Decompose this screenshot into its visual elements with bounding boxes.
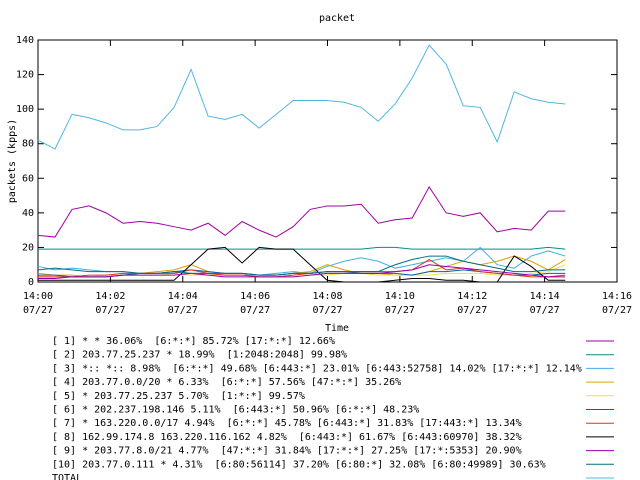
series-line bbox=[37, 44, 566, 150]
legend-label: [ 4] 203.77.0.0/20 * 6.33% [6:*:*] 57.56… bbox=[52, 377, 401, 388]
x-tick-label: 14:02 bbox=[95, 291, 125, 302]
x-tick-label: 14:08 bbox=[312, 291, 342, 302]
legend-label: [ 8] 162.99.174.8 163.220.116.162 4.82% … bbox=[52, 432, 522, 443]
x-tick-label: 14:12 bbox=[457, 291, 487, 302]
x-tick-label: 14:04 bbox=[168, 291, 198, 302]
y-tick-label: 60 bbox=[22, 173, 34, 184]
x-tick-label: 14:16 bbox=[602, 291, 632, 302]
x-tick-label: 14:00 bbox=[23, 291, 53, 302]
x-axis-label: Time bbox=[325, 323, 349, 334]
y-axis-label: packets (kpps) bbox=[7, 119, 18, 203]
y-tick-label: 100 bbox=[16, 104, 34, 115]
x-tick-label: 14:10 bbox=[385, 291, 415, 302]
x-tick-date: 07/27 bbox=[23, 305, 53, 316]
y-tick-label: 120 bbox=[16, 70, 34, 81]
x-tick-date: 07/27 bbox=[312, 305, 342, 316]
y-tick-label: 80 bbox=[22, 139, 34, 150]
x-tick-date: 07/27 bbox=[602, 305, 632, 316]
x-tick-label: 14:06 bbox=[240, 291, 270, 302]
legend-label: [ 7] * 163.220.0.0/17 4.94% [6:*:*] 45.7… bbox=[52, 418, 522, 429]
legend-label: [ 9] * 203.77.8.0/21 4.77% [47:*:*] 31.8… bbox=[52, 446, 522, 457]
series-line bbox=[37, 255, 566, 276]
x-tick-date: 07/27 bbox=[168, 305, 198, 316]
x-tick-date: 07/27 bbox=[240, 305, 270, 316]
legend-label: [ 5] * 203.77.25.237 5.70% [1:*:*] 99.57… bbox=[52, 391, 305, 402]
x-tick-label: 14:14 bbox=[530, 291, 560, 302]
x-tick-date: 07/27 bbox=[385, 305, 415, 316]
x-tick-date: 07/27 bbox=[530, 305, 560, 316]
series-line bbox=[38, 246, 566, 283]
series-line bbox=[37, 185, 566, 238]
y-tick-label: 0 bbox=[28, 277, 34, 288]
x-tick-date: 07/27 bbox=[457, 305, 487, 316]
legend-label: TOTAL bbox=[52, 473, 82, 480]
x-tick-date: 07/27 bbox=[95, 305, 125, 316]
y-tick-label: 140 bbox=[16, 35, 34, 46]
legend-label: [10] 203.77.0.111 * 4.31% [6:80:56114] 3… bbox=[52, 459, 546, 470]
legend-label: [ 6] * 202.237.198.146 5.11% [6:443:*] 5… bbox=[52, 405, 419, 416]
legend-label: [ 1] * * 36.06% [6:*:*] 85.72% [17:*:*] … bbox=[52, 336, 335, 347]
legend-label: [ 3] *:: *:: 8.98% [6:*:*] 49.68% [6:443… bbox=[52, 363, 582, 374]
chart-title: packet bbox=[319, 13, 355, 24]
series-line bbox=[38, 258, 566, 278]
y-tick-label: 20 bbox=[22, 242, 34, 253]
series-line bbox=[38, 264, 566, 280]
y-tick-label: 40 bbox=[22, 208, 34, 219]
legend-label: [ 2] 203.77.25.237 * 18.99% [1:2048:2048… bbox=[52, 350, 347, 361]
